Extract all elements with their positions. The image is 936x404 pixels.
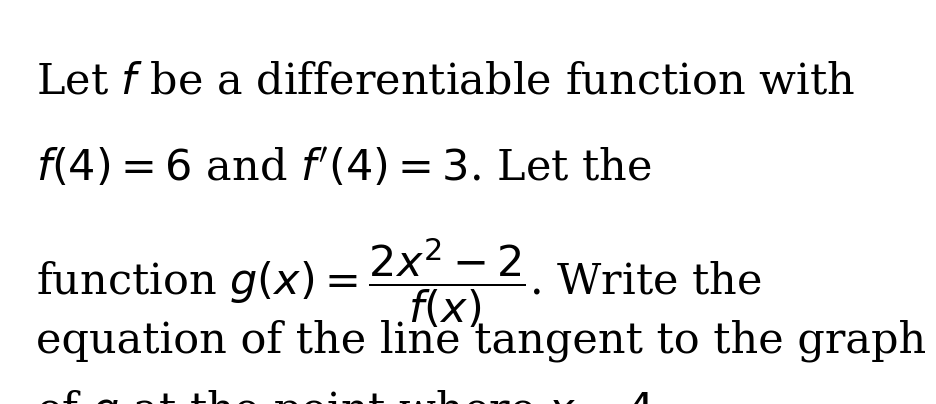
Text: of $g$ at the point where $x = 4$.: of $g$ at the point where $x = 4$. xyxy=(36,388,665,404)
Text: function $g(x) = \dfrac{2x^2-2}{f(x)}$. Write the: function $g(x) = \dfrac{2x^2-2}{f(x)}$. … xyxy=(36,236,761,330)
Text: equation of the line tangent to the graph: equation of the line tangent to the grap… xyxy=(36,319,926,362)
Text: Let $f$ be a differentiable function with: Let $f$ be a differentiable function wit… xyxy=(36,61,855,103)
Text: $f(4) = 6$ and $f'(4) = 3$. Let the: $f(4) = 6$ and $f'(4) = 3$. Let the xyxy=(36,147,651,189)
